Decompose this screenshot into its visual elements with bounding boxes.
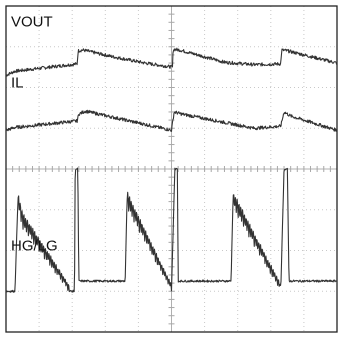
plot-frame bbox=[5, 5, 338, 333]
channel-label: HG/LG bbox=[11, 238, 58, 255]
trace-il bbox=[5, 109, 338, 132]
channel-labels: VOUT IL HG/LG bbox=[11, 13, 58, 254]
channel-label: VOUT bbox=[11, 13, 53, 30]
channel-label: IL bbox=[11, 75, 24, 92]
trace-hg-lg bbox=[5, 167, 338, 293]
trace-vout bbox=[5, 47, 338, 77]
traces bbox=[5, 47, 338, 293]
